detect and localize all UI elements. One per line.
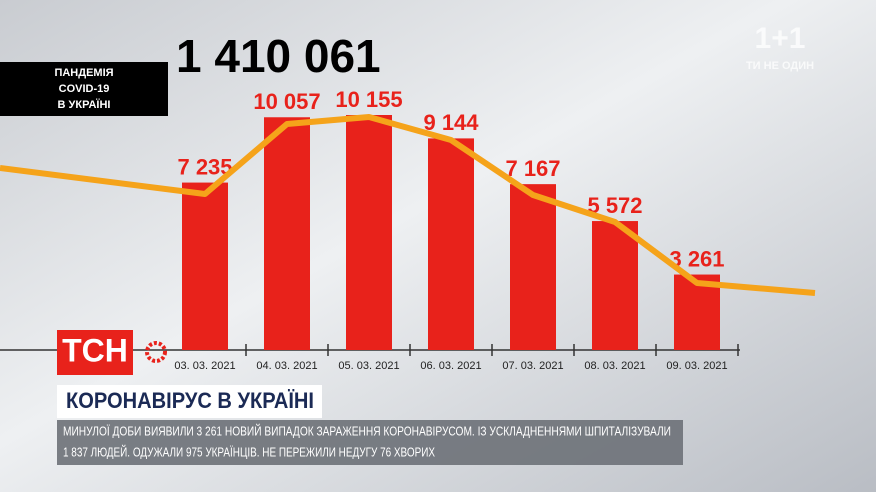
x-tick-label: 03. 03. 2021 [174, 360, 235, 372]
bar [346, 115, 392, 350]
channel-logo: ТСН [62, 332, 128, 368]
x-tick-label: 04. 03. 2021 [256, 360, 317, 372]
bar [182, 182, 228, 350]
x-tick-label: 06. 03. 2021 [420, 360, 481, 372]
total: 1 410 061 [176, 30, 381, 82]
bar [510, 184, 556, 350]
value-label: 10 057 [253, 89, 320, 114]
logo-main: 1+1 [755, 22, 806, 55]
ticker-line: 1 837 ЛЮДЕЙ. ОДУЖАЛИ 975 УКРАЇНЦІВ. НЕ П… [63, 444, 435, 459]
value-label: 9 144 [423, 110, 479, 135]
virus-icon [145, 341, 167, 363]
bar [592, 221, 638, 350]
bar [264, 117, 310, 350]
channel-box [57, 330, 133, 375]
ticker-box [57, 420, 683, 465]
headline: КОРОНАВІРУС В УКРАЇНІ [66, 388, 314, 413]
x-tick-label: 08. 03. 2021 [584, 360, 645, 372]
x-tick-label: 09. 03. 2021 [666, 360, 727, 372]
value-label: 10 155 [335, 87, 402, 112]
badge-box [0, 62, 168, 116]
logo-tagline: ТИ НЕ ОДИН [746, 60, 814, 72]
x-tick-label: 05. 03. 2021 [338, 360, 399, 372]
ticker-line: МИНУЛОЇ ДОБИ ВИЯВИЛИ 3 261 НОВИЙ ВИПАДОК… [63, 423, 671, 438]
bar [428, 138, 474, 350]
value-label: 7 167 [505, 156, 560, 181]
trend-line [0, 114, 816, 296]
x-tick-label: 07. 03. 2021 [502, 360, 563, 372]
badge-line: COVID-19 [59, 83, 110, 95]
badge-line: ПАНДЕМІЯ [54, 67, 113, 79]
badge-line: В УКРАЇНІ [58, 98, 111, 111]
headline-box [57, 385, 322, 418]
